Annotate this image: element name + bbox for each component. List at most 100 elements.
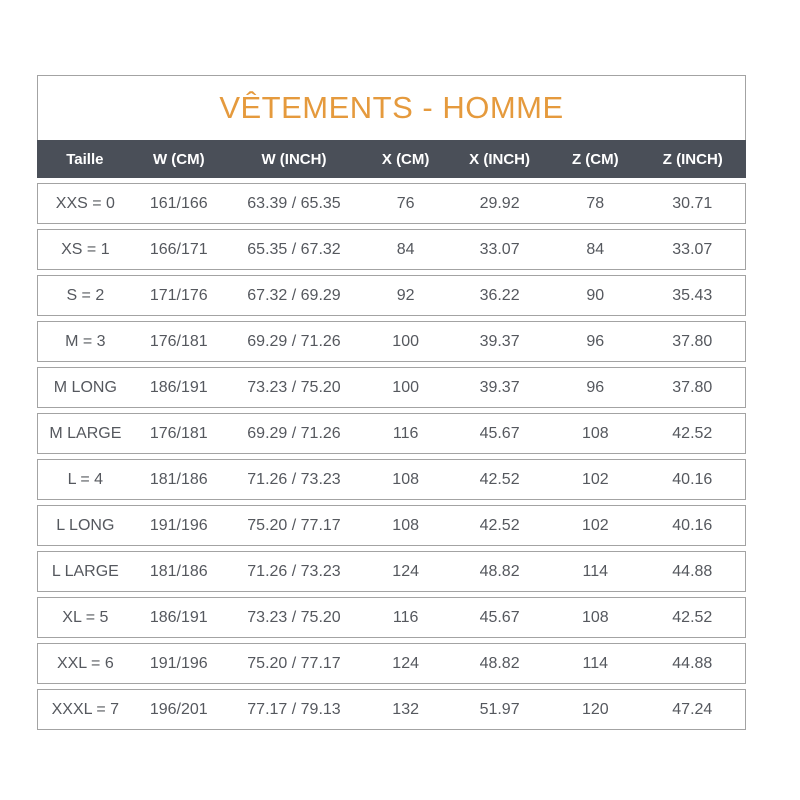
- chart-title: VÊTEMENTS - HOMME: [219, 90, 564, 125]
- measurement-cell: 33.07: [448, 229, 551, 270]
- measurement-cell: 71.26 / 73.23: [224, 459, 364, 500]
- table-row: L = 4 181/186 71.26 / 73.23 108 42.52 102 40.1…: [37, 459, 746, 500]
- measurement-cell: 69.29 / 71.26: [224, 321, 364, 362]
- measurement-cell: 176/181: [132, 321, 225, 362]
- measurement-cell: 196/201: [132, 689, 225, 730]
- table-row: XL = 5 186/191 73.23 / 75.20 116 45.67 108 42.…: [37, 597, 746, 638]
- measurement-cell: 120: [550, 689, 640, 730]
- measurement-cell: 186/191: [132, 367, 225, 408]
- measurement-cell: 42.52: [448, 459, 551, 500]
- table-row: L LARGE 181/186 71.26 / 73.23 124 48.82 114 44…: [37, 551, 746, 592]
- table-row: S = 2 171/176 67.32 / 69.29 92 36.22 90 35.43: [37, 275, 746, 316]
- measurement-cell: 102: [550, 459, 640, 500]
- measurement-cell: 44.88: [639, 551, 746, 592]
- measurement-cell: 42.52: [639, 597, 746, 638]
- column-header-x-cm: X (CM): [363, 140, 449, 178]
- measurement-cell: 116: [363, 597, 449, 638]
- measurement-cell: 48.82: [448, 551, 551, 592]
- measurement-cell: 84: [363, 229, 449, 270]
- size-label-cell: M = 3: [37, 321, 133, 362]
- measurement-cell: 35.43: [639, 275, 746, 316]
- measurement-cell: 73.23 / 75.20: [224, 597, 364, 638]
- measurement-cell: 45.67: [448, 413, 551, 454]
- measurement-cell: 42.52: [639, 413, 746, 454]
- size-label-cell: S = 2: [37, 275, 133, 316]
- measurement-cell: 96: [550, 367, 640, 408]
- measurement-cell: 92: [363, 275, 449, 316]
- measurement-cell: 108: [363, 459, 449, 500]
- measurement-cell: 73.23 / 75.20: [224, 367, 364, 408]
- measurement-cell: 39.37: [448, 367, 551, 408]
- measurement-cell: 114: [550, 643, 640, 684]
- measurement-cell: 40.16: [639, 505, 746, 546]
- size-label-cell: L LONG: [37, 505, 133, 546]
- table-body: XXS = 0 161/166 63.39 / 65.35 76 29.92 78 30.7…: [37, 183, 746, 730]
- column-header-x-inch: X (INCH): [448, 140, 551, 178]
- column-header-w-inch: W (INCH): [224, 140, 364, 178]
- measurement-cell: 51.97: [448, 689, 551, 730]
- measurement-cell: 124: [363, 643, 449, 684]
- measurement-cell: 102: [550, 505, 640, 546]
- measurement-cell: 166/171: [132, 229, 225, 270]
- measurement-cell: 132: [363, 689, 449, 730]
- measurement-cell: 45.67: [448, 597, 551, 638]
- column-header-w-cm: W (CM): [132, 140, 225, 178]
- measurement-cell: 181/186: [132, 551, 225, 592]
- measurement-cell: 75.20 / 77.17: [224, 643, 364, 684]
- measurement-cell: 100: [363, 321, 449, 362]
- size-label-cell: XXXL = 7: [37, 689, 133, 730]
- measurement-cell: 67.32 / 69.29: [224, 275, 364, 316]
- measurement-cell: 48.82: [448, 643, 551, 684]
- measurement-cell: 124: [363, 551, 449, 592]
- size-table: Taille W (CM) W (INCH) X (CM) X (INCH) Z…: [37, 135, 746, 735]
- size-label-cell: M LONG: [37, 367, 133, 408]
- measurement-cell: 36.22: [448, 275, 551, 316]
- measurement-cell: 108: [363, 505, 449, 546]
- column-header-taille: Taille: [37, 140, 133, 178]
- size-label-cell: XS = 1: [37, 229, 133, 270]
- measurement-cell: 191/196: [132, 643, 225, 684]
- measurement-cell: 44.88: [639, 643, 746, 684]
- table-row: XXXL = 7 196/201 77.17 / 79.13 132 51.97 120 4…: [37, 689, 746, 730]
- size-label-cell: M LARGE: [37, 413, 133, 454]
- measurement-cell: 96: [550, 321, 640, 362]
- measurement-cell: 30.71: [639, 183, 746, 224]
- table-row: XXS = 0 161/166 63.39 / 65.35 76 29.92 78 30.7…: [37, 183, 746, 224]
- measurement-cell: 42.52: [448, 505, 551, 546]
- measurement-cell: 181/186: [132, 459, 225, 500]
- measurement-cell: 71.26 / 73.23: [224, 551, 364, 592]
- size-label-cell: XL = 5: [37, 597, 133, 638]
- measurement-cell: 69.29 / 71.26: [224, 413, 364, 454]
- column-header-z-cm: Z (CM): [550, 140, 640, 178]
- table-row: XXL = 6 191/196 75.20 / 77.17 124 48.82 114 44…: [37, 643, 746, 684]
- measurement-cell: 29.92: [448, 183, 551, 224]
- measurement-cell: 84: [550, 229, 640, 270]
- measurement-cell: 47.24: [639, 689, 746, 730]
- measurement-cell: 108: [550, 597, 640, 638]
- measurement-cell: 100: [363, 367, 449, 408]
- measurement-cell: 33.07: [639, 229, 746, 270]
- measurement-cell: 191/196: [132, 505, 225, 546]
- measurement-cell: 75.20 / 77.17: [224, 505, 364, 546]
- measurement-cell: 90: [550, 275, 640, 316]
- measurement-cell: 77.17 / 79.13: [224, 689, 364, 730]
- measurement-cell: 63.39 / 65.35: [224, 183, 364, 224]
- measurement-cell: 176/181: [132, 413, 225, 454]
- size-label-cell: XXS = 0: [37, 183, 133, 224]
- table-row: L LONG 191/196 75.20 / 77.17 108 42.52 102 40.…: [37, 505, 746, 546]
- measurement-cell: 39.37: [448, 321, 551, 362]
- measurement-cell: 116: [363, 413, 449, 454]
- measurement-cell: 76: [363, 183, 449, 224]
- measurement-cell: 108: [550, 413, 640, 454]
- size-label-cell: L LARGE: [37, 551, 133, 592]
- size-chart: VÊTEMENTS - HOMME Taille W (CM) W (INCH)…: [37, 75, 746, 735]
- table-row: XS = 1 166/171 65.35 / 67.32 84 33.07 84 33.07: [37, 229, 746, 270]
- table-row: M = 3 176/181 69.29 / 71.26 100 39.37 96 37.80: [37, 321, 746, 362]
- table-header-row: Taille W (CM) W (INCH) X (CM) X (INCH) Z…: [37, 140, 746, 178]
- measurement-cell: 171/176: [132, 275, 225, 316]
- size-label-cell: XXL = 6: [37, 643, 133, 684]
- measurement-cell: 186/191: [132, 597, 225, 638]
- measurement-cell: 161/166: [132, 183, 225, 224]
- table-row: M LONG 186/191 73.23 / 75.20 100 39.37 96 37.8…: [37, 367, 746, 408]
